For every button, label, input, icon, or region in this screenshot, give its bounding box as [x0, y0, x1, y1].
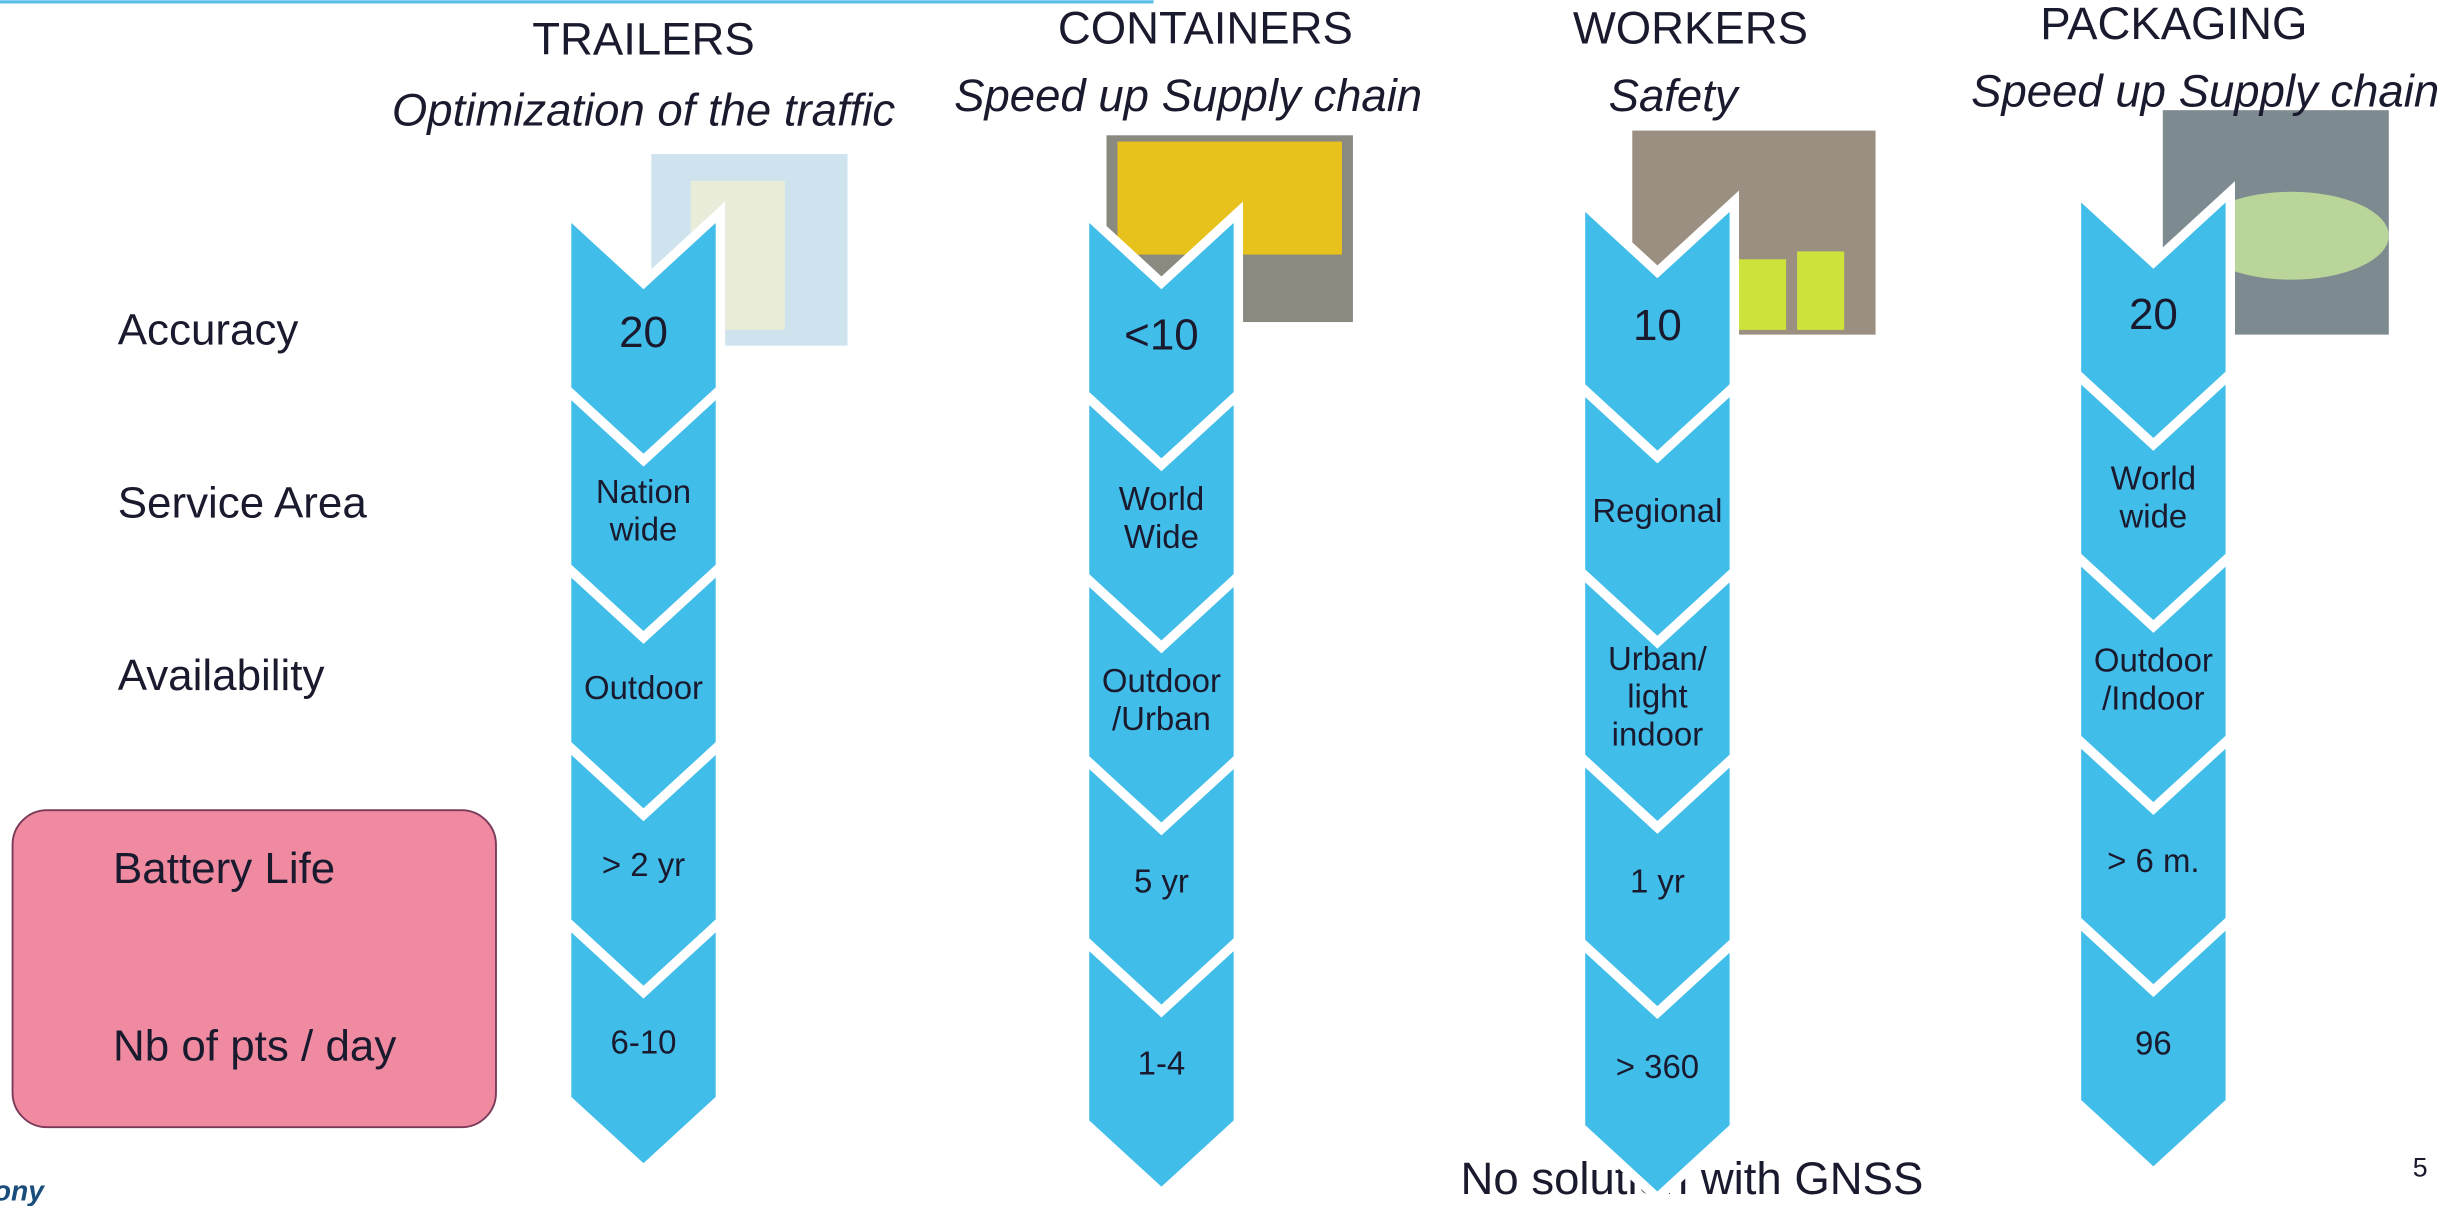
- cell-value: Outdoor: [584, 669, 703, 706]
- chevron: [1079, 929, 1244, 1200]
- page-number: 5: [2413, 1153, 2428, 1183]
- cell-value: 20: [2129, 290, 2178, 339]
- cell-value: <10: [1124, 310, 1199, 359]
- worker-vest: [1797, 251, 1845, 330]
- chevron-stack: [1079, 201, 1244, 1200]
- cell-value: > 2 yr: [602, 846, 685, 883]
- cell-value: World Wide: [1119, 480, 1204, 555]
- chevron: [2071, 909, 2235, 1180]
- logo: ony: [0, 1175, 45, 1206]
- cell-value: 96: [2135, 1024, 2172, 1061]
- cell-value: 10: [1633, 301, 1682, 350]
- chevron-stack: [561, 201, 726, 1176]
- chevron: [1575, 931, 1740, 1205]
- cell-value: 6-10: [611, 1024, 677, 1061]
- column-title: WORKERS: [1573, 3, 1808, 54]
- cell-value: > 6 m.: [2107, 842, 2199, 879]
- cell-value: World wide: [2111, 459, 2196, 534]
- chevron: [561, 910, 726, 1176]
- cell-value: 20: [619, 308, 668, 357]
- column-subtitle: Safety: [1609, 70, 1741, 121]
- cell-value: Outdoor/Indoor: [2094, 641, 2213, 716]
- row-label: Nb of pts / day: [113, 1021, 396, 1070]
- chevron-stack: [1575, 190, 1740, 1205]
- column-title: CONTAINERS: [1058, 3, 1353, 54]
- column-subtitle: Optimization of the traffic: [392, 84, 895, 135]
- plane-fuselage: [2194, 191, 2389, 280]
- row-label: Service Area: [118, 478, 368, 527]
- cell-value: 1 yr: [1630, 863, 1685, 900]
- cell-value: Nation wide: [596, 473, 691, 548]
- row-label: Battery Life: [113, 844, 335, 893]
- column-subtitle: Speed up Supply chain: [1971, 65, 2439, 116]
- photos: [651, 110, 2389, 346]
- column-title: PACKAGING: [2040, 0, 2307, 49]
- cell-value: > 360: [1616, 1048, 1699, 1085]
- cell-value: Urban/light indoor: [1608, 640, 1708, 753]
- cell-value: Regional: [1592, 492, 1722, 529]
- highlight-box: [11, 809, 497, 1129]
- cell-value: Outdoor/Urban: [1102, 662, 1221, 737]
- chevron-stack: [2071, 181, 2235, 1180]
- row-label: Availability: [118, 651, 325, 700]
- worker-vest: [1739, 259, 1787, 330]
- column-title: TRAILERS: [532, 14, 755, 65]
- cell-value: 1-4: [1138, 1045, 1186, 1082]
- cell-value: 5 yr: [1134, 863, 1189, 900]
- row-label: Accuracy: [118, 306, 299, 355]
- column-subtitle: Speed up Supply chain: [954, 70, 1422, 121]
